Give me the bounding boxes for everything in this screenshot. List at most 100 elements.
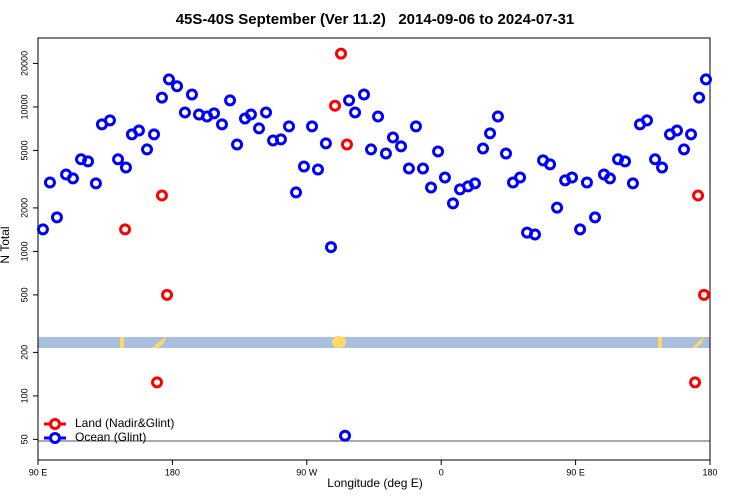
point [619, 155, 632, 168]
legend-label: Ocean (Glint) [75, 430, 146, 444]
point [312, 163, 324, 176]
point [656, 161, 669, 174]
point [297, 160, 310, 173]
y-tick-label: 20000 [19, 51, 29, 76]
point [324, 241, 337, 254]
legend-label: Land (Nadir&Glint) [75, 416, 174, 430]
point [425, 181, 438, 194]
point [306, 120, 319, 133]
point [357, 88, 370, 101]
y-tick-label: 50 [19, 434, 29, 444]
point [132, 124, 145, 137]
point [566, 171, 579, 184]
point [334, 47, 347, 60]
point [319, 137, 332, 150]
land-patch [120, 337, 124, 348]
point [66, 172, 79, 185]
point [372, 110, 385, 123]
point [626, 177, 639, 190]
land-patch [152, 337, 166, 348]
point [692, 189, 705, 202]
point [231, 138, 244, 151]
point [402, 162, 415, 175]
point [151, 376, 164, 389]
x-tick-label: 180 [165, 467, 180, 477]
point [253, 122, 266, 135]
point [283, 120, 296, 133]
point [161, 288, 174, 301]
point [678, 143, 691, 156]
x-tick-label: 90 E [566, 467, 585, 477]
y-tick-label: 500 [19, 287, 29, 302]
point [339, 429, 352, 442]
point [693, 91, 706, 104]
point [386, 131, 399, 144]
point [349, 106, 362, 119]
point [685, 128, 698, 141]
point [43, 176, 56, 189]
point [260, 106, 273, 119]
point [689, 376, 702, 389]
x-tick-label: 0 [439, 467, 444, 477]
legend-marker [49, 432, 61, 444]
land-patch [692, 337, 704, 348]
point [477, 142, 490, 155]
x-tick-label: 90 E [29, 467, 48, 477]
point [141, 143, 154, 156]
point [416, 162, 429, 175]
point [574, 223, 587, 236]
point [500, 147, 513, 160]
point [491, 110, 504, 123]
point [89, 177, 102, 190]
point [409, 120, 422, 133]
point [119, 223, 132, 236]
point [438, 171, 451, 184]
point [698, 288, 711, 301]
point [155, 189, 168, 202]
y-tick-label: 100 [19, 388, 29, 403]
point [329, 99, 342, 112]
y-tick-label: 2000 [19, 198, 29, 218]
point [171, 80, 184, 93]
point [103, 114, 116, 127]
y-tick-label: 10000 [19, 94, 29, 119]
point [379, 147, 392, 160]
point [82, 155, 95, 168]
point [670, 124, 683, 137]
point [432, 145, 445, 158]
point [162, 73, 175, 86]
land-patch [332, 336, 346, 348]
point [589, 211, 602, 224]
point [468, 177, 481, 190]
point [528, 228, 541, 241]
point [224, 94, 237, 107]
land-ocean-strip [38, 336, 710, 348]
y-tick-label: 5000 [19, 140, 29, 160]
point [699, 73, 712, 86]
point [155, 91, 168, 104]
point [50, 211, 63, 224]
point [640, 114, 653, 127]
point [36, 223, 49, 236]
y-tick-label: 200 [19, 345, 29, 360]
point [395, 140, 408, 153]
point [514, 171, 527, 184]
point [544, 158, 557, 171]
land-patch [658, 337, 662, 348]
point [185, 88, 198, 101]
y-axis-label: N Total [0, 226, 12, 263]
x-axis-label: Longitude (deg E) [327, 476, 422, 490]
legend-marker [49, 418, 61, 430]
point [446, 197, 459, 210]
ocean-strip [38, 337, 710, 348]
x-tick-label: 180 [702, 467, 717, 477]
point [244, 108, 257, 121]
point [208, 107, 221, 120]
point [340, 138, 353, 151]
y-tick-label: 1000 [19, 241, 29, 261]
point [365, 143, 378, 156]
point [649, 153, 662, 166]
point [580, 176, 593, 189]
plot-frame [37, 37, 711, 461]
